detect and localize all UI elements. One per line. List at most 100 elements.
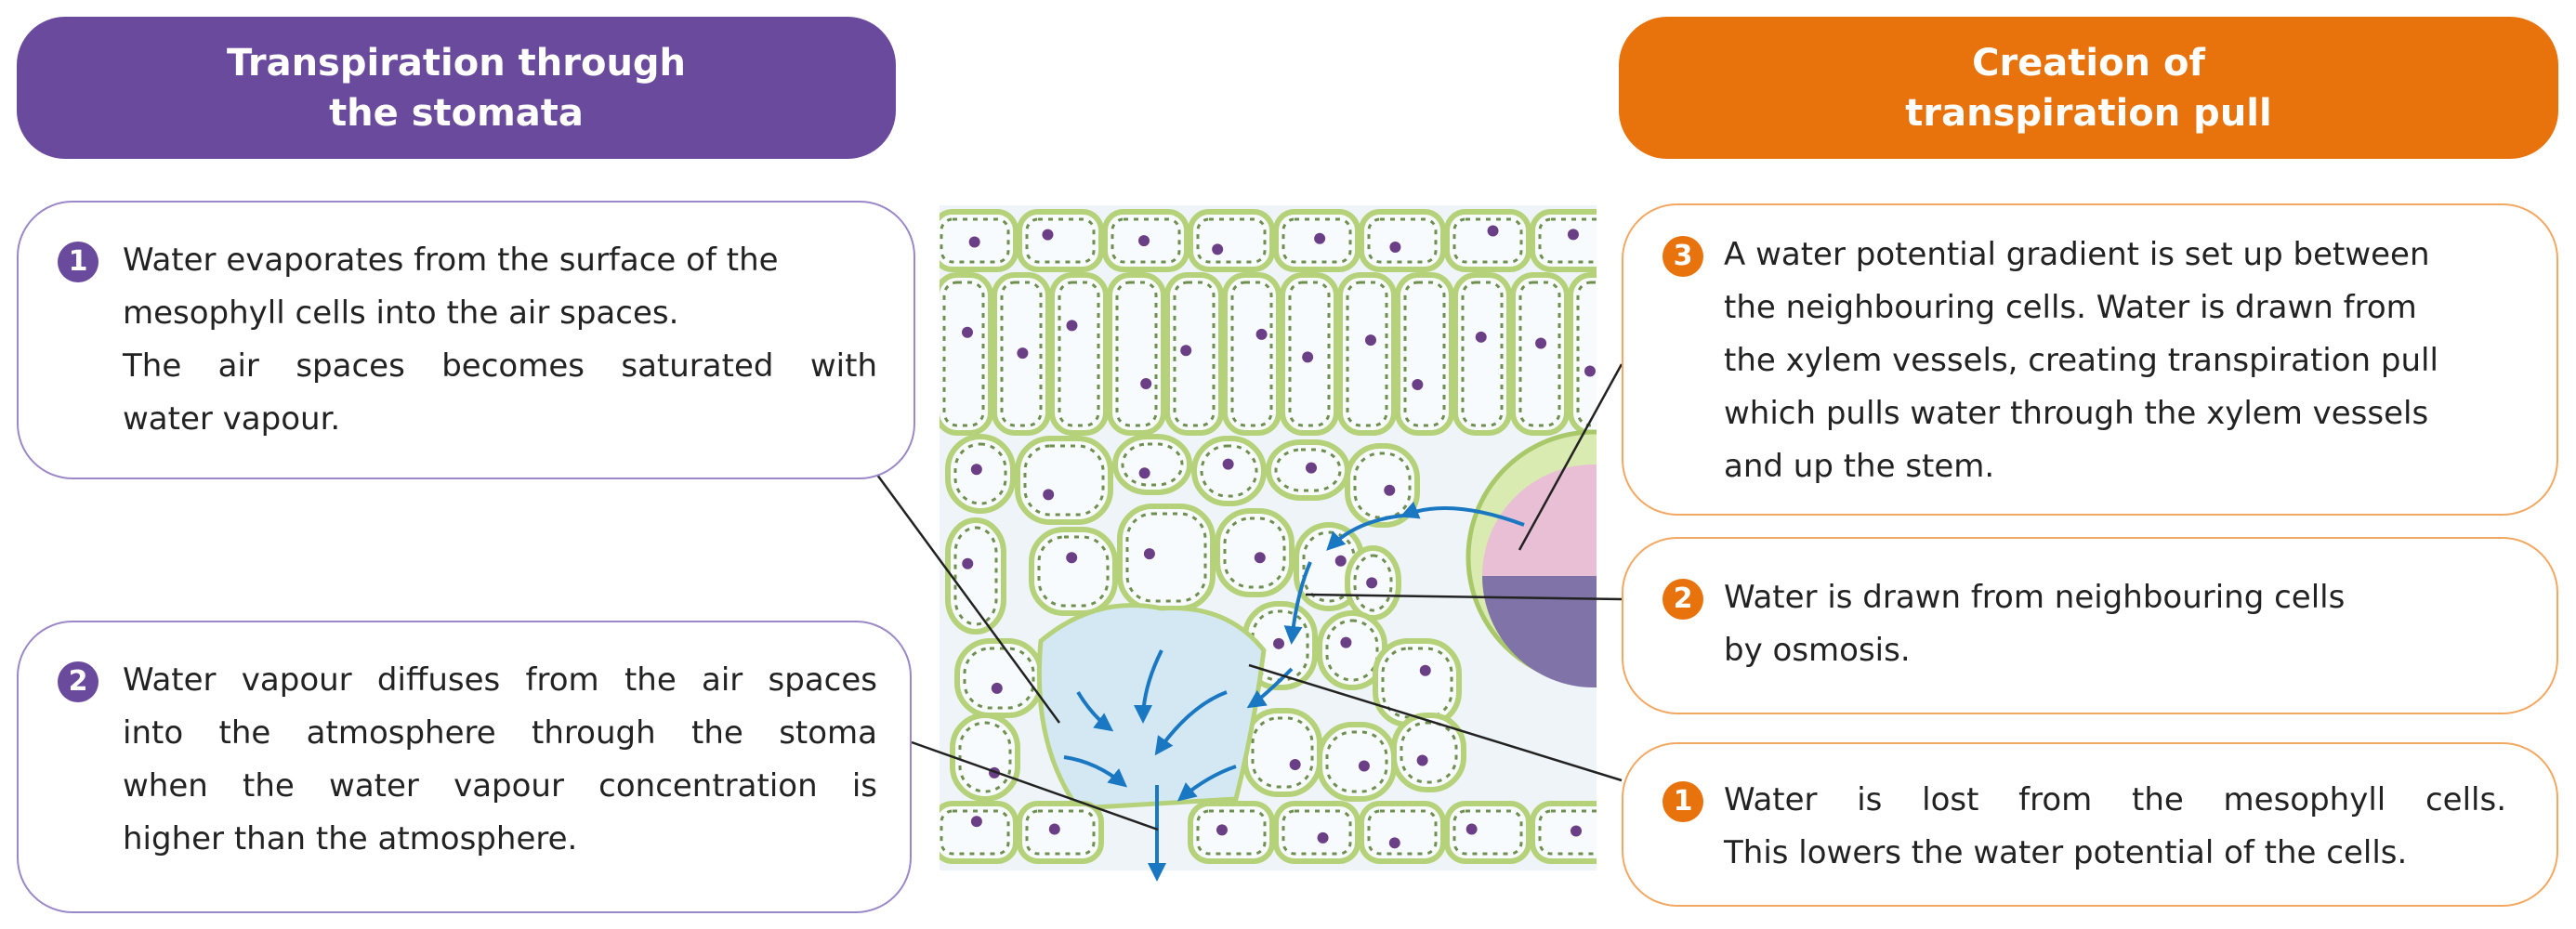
cell (1568, 272, 1597, 436)
nucleus (1017, 347, 1029, 360)
water-arrow (1176, 765, 1237, 802)
nucleus (962, 557, 974, 569)
step-number: 2 (58, 661, 99, 702)
cell (1530, 209, 1597, 272)
cell-membrane (1325, 730, 1388, 793)
cell-membrane (1538, 809, 1597, 856)
water-arrow (1134, 649, 1163, 724)
cell (1510, 272, 1570, 436)
cell (1188, 209, 1275, 272)
nucleus (1389, 241, 1401, 253)
nucleus (1366, 577, 1378, 589)
header-line: the stomata (329, 91, 584, 135)
cell (1530, 801, 1597, 864)
cell-membrane (1353, 554, 1393, 612)
nucleus (1306, 462, 1318, 474)
cell-membrane (953, 442, 1007, 505)
nucleus (1042, 229, 1054, 241)
cell-membrane (1037, 535, 1110, 608)
cell-membrane (1346, 281, 1388, 427)
cell-membrane (1200, 444, 1258, 498)
step-number: 3 (1663, 236, 1703, 277)
text-line: A water potential gradient is set up bet… (1724, 236, 2430, 273)
cell-membrane (1230, 281, 1273, 427)
cell-membrane (1023, 444, 1105, 517)
water-arrow (1326, 514, 1404, 551)
cell (945, 517, 1006, 635)
nucleus (1216, 824, 1228, 836)
cell (1164, 272, 1224, 436)
nucleus (970, 816, 982, 828)
cell-membrane (1121, 442, 1184, 487)
cell (1444, 209, 1531, 272)
cell-membrane (1538, 217, 1597, 264)
nucleus (1584, 365, 1596, 377)
water-arrow (1246, 667, 1294, 709)
cell-membrane (942, 281, 985, 427)
cell-membrane (1173, 281, 1216, 427)
cell (1188, 801, 1275, 864)
cell-membrane (940, 809, 1010, 856)
cell-membrane (1452, 809, 1523, 856)
cell-membrane (1367, 809, 1438, 856)
nucleus (1412, 379, 1424, 391)
nucleus (1255, 328, 1268, 340)
text-line: the neighbouring cells. Water is drawn f… (1724, 289, 2417, 326)
water-arrow (1400, 501, 1525, 527)
cell (1395, 272, 1454, 436)
cell (945, 434, 1016, 514)
right-header: Creation of transpiration pull (1619, 17, 2558, 159)
nucleus (1567, 229, 1579, 241)
cell (1112, 434, 1192, 495)
cell-membrane (1325, 619, 1379, 682)
cell (940, 801, 1019, 864)
info-box: 2 Water vapour diffuses from the air spa… (17, 621, 912, 913)
nucleus (1138, 235, 1150, 247)
cell-membrane (963, 647, 1035, 710)
nucleus (1066, 320, 1078, 332)
nucleus (1143, 548, 1155, 560)
text-line: which pulls water through the xylem vess… (1724, 395, 2429, 432)
text-line: mesophyll cells into the air spaces. (123, 294, 679, 332)
nucleus (1302, 351, 1314, 363)
cell (1017, 801, 1104, 864)
cell (1373, 638, 1462, 727)
nucleus (1140, 377, 1152, 389)
step-number: 1 (1663, 781, 1703, 822)
text-line: higher than the atmosphere. (123, 820, 578, 857)
nucleus (1043, 489, 1055, 501)
water-arrow (1154, 690, 1228, 756)
text-line: water vapour. (123, 400, 341, 438)
cell-membrane (1196, 809, 1267, 856)
water-arrow (1076, 690, 1114, 732)
cell-membrane (1223, 517, 1286, 589)
text-line: when the water vapour concentration is (123, 767, 877, 805)
nucleus (1419, 664, 1431, 676)
box-text: Water is lost from the mesophyll cells. … (1724, 774, 2506, 880)
left-header: Transpiration through the stomata (17, 17, 896, 159)
cell (1222, 272, 1281, 436)
cell-membrane (1281, 217, 1352, 264)
xylem (1482, 464, 1597, 576)
box-text: Water evaporates from the surface of the… (123, 234, 877, 446)
cell (1444, 801, 1531, 864)
cell-membrane (1281, 809, 1352, 856)
text-line: the xylem vessels, creating transpiratio… (1724, 342, 2438, 379)
text-line: Water is lost from the mesophyll cells. (1724, 781, 2506, 818)
cell-membrane (953, 526, 998, 626)
nucleus (1222, 458, 1234, 470)
nucleus (991, 682, 1003, 694)
nucleus (1358, 760, 1370, 772)
header-line: Creation of (1972, 41, 2205, 85)
step-number: 2 (1663, 579, 1703, 620)
step-number: 1 (58, 242, 99, 282)
text-line: Water vapour diffuses from the air space… (123, 661, 877, 699)
info-box: 1 Water is lost from the mesophyll cells… (1622, 742, 2558, 907)
leader-line (1518, 363, 1623, 551)
box-text: A water potential gradient is set up bet… (1724, 229, 2532, 493)
box-text: Water is drawn from neighbouring cells b… (1724, 571, 2532, 677)
cell-membrane (1025, 217, 1096, 264)
nucleus (968, 236, 980, 248)
cell (1273, 801, 1360, 864)
